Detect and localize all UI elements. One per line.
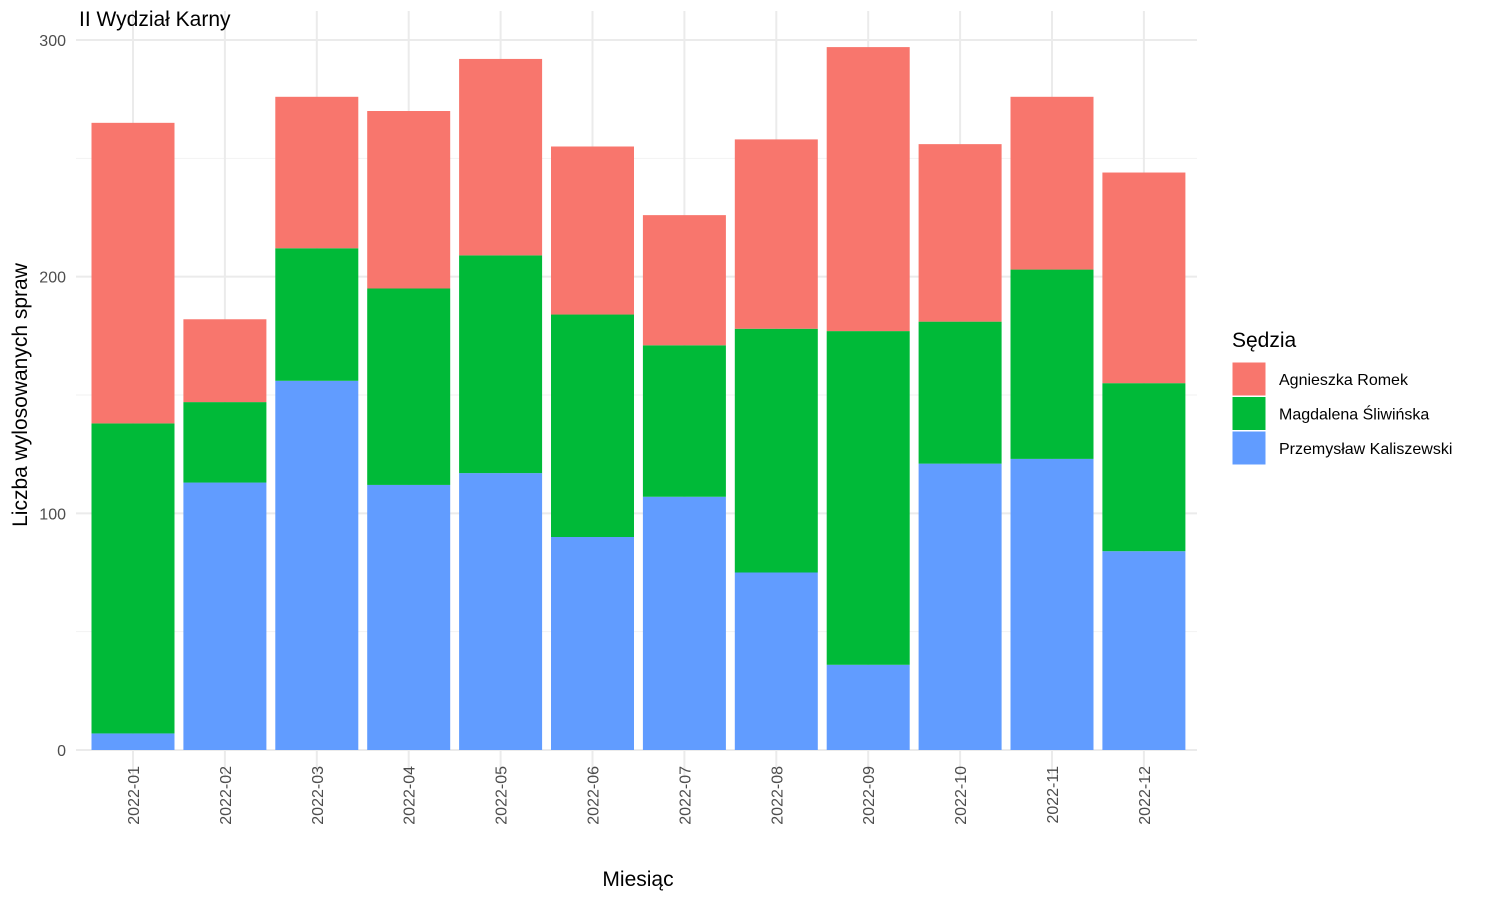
legend-key (1231, 361, 1267, 397)
x-tick-label: 2022-11 (1045, 766, 1062, 824)
bars-group (91, 47, 1186, 750)
bar-magdalena-śliwińska-2022-11 (1010, 269, 1094, 459)
bar-magdalena-śliwińska-2022-03 (275, 248, 359, 381)
bar-agnieszka-romek-2022-09 (826, 47, 910, 332)
bar-agnieszka-romek-2022-10 (918, 144, 1002, 322)
bar-magdalena-śliwińska-2022-12 (1102, 383, 1186, 552)
bar-agnieszka-romek-2022-08 (734, 139, 818, 329)
bar-przemysław-kaliszewski-2022-03 (275, 380, 359, 750)
bar-przemysław-kaliszewski-2022-05 (459, 473, 543, 750)
x-tick-label: 2022-04 (402, 766, 419, 825)
y-tick-label: 0 (57, 743, 66, 760)
legend-label: Magdalena Śliwińska (1279, 405, 1429, 424)
bar-przemysław-kaliszewski-2022-12 (1102, 551, 1186, 750)
bar-magdalena-śliwińska-2022-06 (551, 314, 634, 537)
legend-title: Sędzia (1232, 329, 1297, 352)
bar-agnieszka-romek-2022-02 (183, 319, 267, 403)
legend-key (1231, 430, 1267, 466)
x-tick-label: 2022-06 (586, 766, 603, 825)
x-tick-label: 2022-08 (769, 766, 786, 825)
bar-agnieszka-romek-2022-04 (367, 111, 451, 289)
bar-przemysław-kaliszewski-2022-06 (551, 537, 634, 750)
legend-label: Przemysław Kaliszewski (1279, 441, 1452, 458)
bar-magdalena-śliwińska-2022-05 (459, 255, 543, 474)
x-tick-label: 2022-10 (953, 766, 970, 825)
bar-agnieszka-romek-2022-12 (1102, 172, 1186, 384)
x-tick-label: 2022-01 (126, 766, 143, 825)
bar-agnieszka-romek-2022-06 (551, 146, 634, 315)
bar-magdalena-śliwińska-2022-01 (91, 423, 175, 734)
y-tick-label: 300 (39, 33, 66, 50)
bar-przemysław-kaliszewski-2022-07 (642, 496, 726, 750)
bar-przemysław-kaliszewski-2022-10 (918, 463, 1002, 750)
x-tick-label: 2022-05 (494, 766, 511, 825)
chart-title: II Wydział Karny (79, 8, 231, 31)
bar-magdalena-śliwińska-2022-09 (826, 331, 910, 665)
x-tick-label: 2022-12 (1137, 766, 1154, 825)
bar-przemysław-kaliszewski-2022-02 (183, 482, 267, 750)
y-axis-title: Liczba wylosowanych spraw (9, 262, 32, 527)
bar-przemysław-kaliszewski-2022-08 (734, 572, 818, 750)
bar-magdalena-śliwińska-2022-08 (734, 328, 818, 573)
bar-agnieszka-romek-2022-01 (91, 122, 175, 424)
x-tick-label: 2022-02 (218, 766, 235, 825)
bar-magdalena-śliwińska-2022-07 (642, 345, 726, 497)
x-tick-label: 2022-09 (861, 766, 878, 825)
bar-przemysław-kaliszewski-2022-09 (826, 664, 910, 750)
bar-agnieszka-romek-2022-05 (459, 58, 543, 256)
x-tick-label: 2022-07 (677, 766, 694, 825)
bar-magdalena-śliwińska-2022-10 (918, 321, 1002, 464)
legend: Sędzia Agnieszka Romek Magdalena Śliwińsk… (1231, 329, 1452, 466)
y-axis-ticks: 0 100 200 300 (39, 33, 66, 760)
x-axis-title: Miesiąc (602, 868, 673, 891)
bar-agnieszka-romek-2022-03 (275, 96, 359, 249)
legend-label: Agnieszka Romek (1279, 372, 1409, 389)
bar-magdalena-śliwińska-2022-02 (183, 402, 267, 483)
legend-key (1231, 396, 1267, 431)
bar-przemysław-kaliszewski-2022-04 (367, 484, 451, 750)
bar-magdalena-śliwińska-2022-04 (367, 288, 451, 485)
y-tick-label: 100 (39, 506, 66, 523)
bar-agnieszka-romek-2022-11 (1010, 96, 1094, 270)
bar-agnieszka-romek-2022-07 (642, 215, 726, 346)
bar-przemysław-kaliszewski-2022-01 (91, 733, 175, 750)
x-axis-ticks: 2022-01 2022-02 2022-03 2022-04 2022-05 2022-… (126, 766, 1154, 825)
x-tick-label: 2022-03 (310, 766, 327, 825)
bar-przemysław-kaliszewski-2022-11 (1010, 458, 1094, 750)
y-tick-label: 200 (39, 270, 66, 287)
